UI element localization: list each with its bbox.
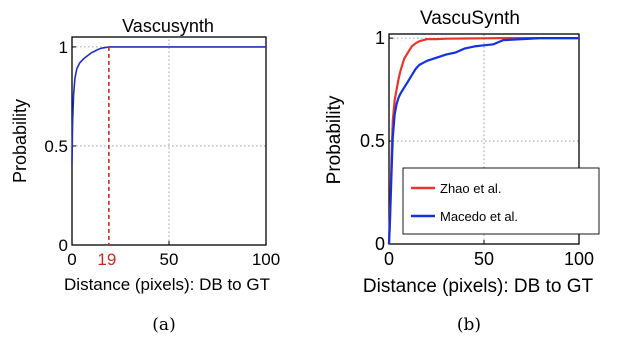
series-line-1 bbox=[71, 46, 266, 164]
panel-b-grid bbox=[389, 34, 579, 244]
x-tick-label: 50 bbox=[160, 250, 179, 269]
y-tick-label: 0 bbox=[59, 236, 68, 255]
x-tick-label: 100 bbox=[564, 249, 594, 269]
panel-b: VascuSynth 0 50 100 0 0.5 1 Zhao et al. Macedo… bbox=[324, 8, 600, 335]
panel-a-annotation: 19 bbox=[97, 46, 116, 269]
panel-a-x-axis-label: Distance (pixels): DB to GT bbox=[64, 275, 270, 294]
legend-label: Macedo et al. bbox=[440, 209, 518, 224]
panel-b-legend: Zhao et al. Macedo et al. bbox=[402, 167, 600, 235]
y-tick-label: 0.5 bbox=[360, 131, 385, 151]
panel-a-title: Vascusynth bbox=[122, 16, 214, 36]
x-tick-label: 100 bbox=[252, 250, 280, 269]
panel-a-caption: (a) bbox=[152, 315, 175, 335]
x-tick-label: 0 bbox=[384, 249, 394, 269]
y-tick-label: 1 bbox=[59, 38, 68, 57]
panel-a: Vascusynth 0 50 100 0 0.5 1 19 Distance (pixe… bbox=[10, 16, 280, 335]
panel-a-y-axis-label: Probability bbox=[10, 99, 30, 183]
panel-b-x-axis-label: Distance (pixels): DB to GT bbox=[363, 276, 594, 297]
panel-a-grid bbox=[72, 37, 266, 245]
y-tick-label: 0.5 bbox=[44, 137, 68, 156]
panel-b-title: VascuSynth bbox=[420, 8, 520, 29]
x-tick-label: 50 bbox=[474, 249, 494, 269]
y-tick-label: 1 bbox=[375, 28, 385, 48]
threshold-label: 19 bbox=[97, 250, 116, 269]
panel-b-lines bbox=[387, 36, 579, 245]
legend-box bbox=[402, 167, 600, 235]
panel-b-caption: (b) bbox=[457, 315, 481, 335]
series-line-1 bbox=[387, 36, 579, 245]
x-tick-label: 0 bbox=[67, 250, 76, 269]
series-line-2 bbox=[387, 36, 579, 245]
y-tick-label: 0 bbox=[375, 234, 385, 254]
panel-a-ticks: 0 50 100 0 0.5 1 bbox=[44, 38, 280, 269]
legend-label: Zhao et al. bbox=[440, 181, 501, 196]
panel-a-lines bbox=[71, 46, 266, 164]
panel-b-y-axis-label: Probability bbox=[324, 95, 345, 184]
